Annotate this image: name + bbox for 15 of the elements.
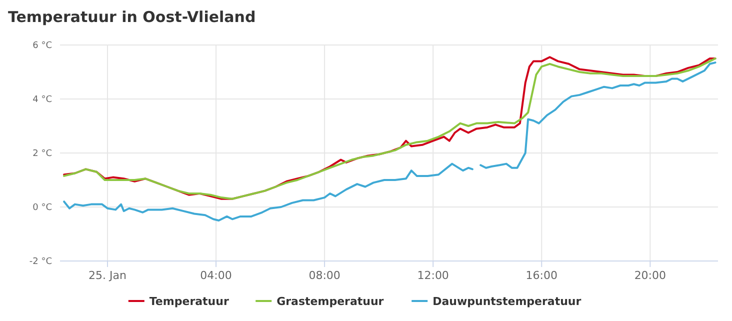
x-tick-label: 08:00	[308, 269, 340, 282]
x-tick-label: 04:00	[200, 269, 232, 282]
x-tick-label: 25. Jan	[88, 269, 126, 282]
legend-label: Temperatuur	[149, 295, 230, 308]
y-tick-label: -2 °C	[29, 257, 52, 267]
y-tick-label: 2 °C	[32, 149, 52, 159]
x-tick-label: 20:00	[634, 269, 666, 282]
x-tick-label: 12:00	[417, 269, 449, 282]
legend-label: Grastemperatuur	[276, 295, 384, 308]
y-tick-label: 4 °C	[32, 95, 52, 105]
y-tick-label: 6 °C	[32, 41, 52, 51]
x-tick-label: 16:00	[526, 269, 558, 282]
legend-label: Dauwpuntstemperatuur	[432, 295, 582, 308]
chart-title: Temperatuur in Oost-Vlieland	[8, 8, 256, 26]
y-tick-label: 0 °C	[32, 203, 52, 213]
